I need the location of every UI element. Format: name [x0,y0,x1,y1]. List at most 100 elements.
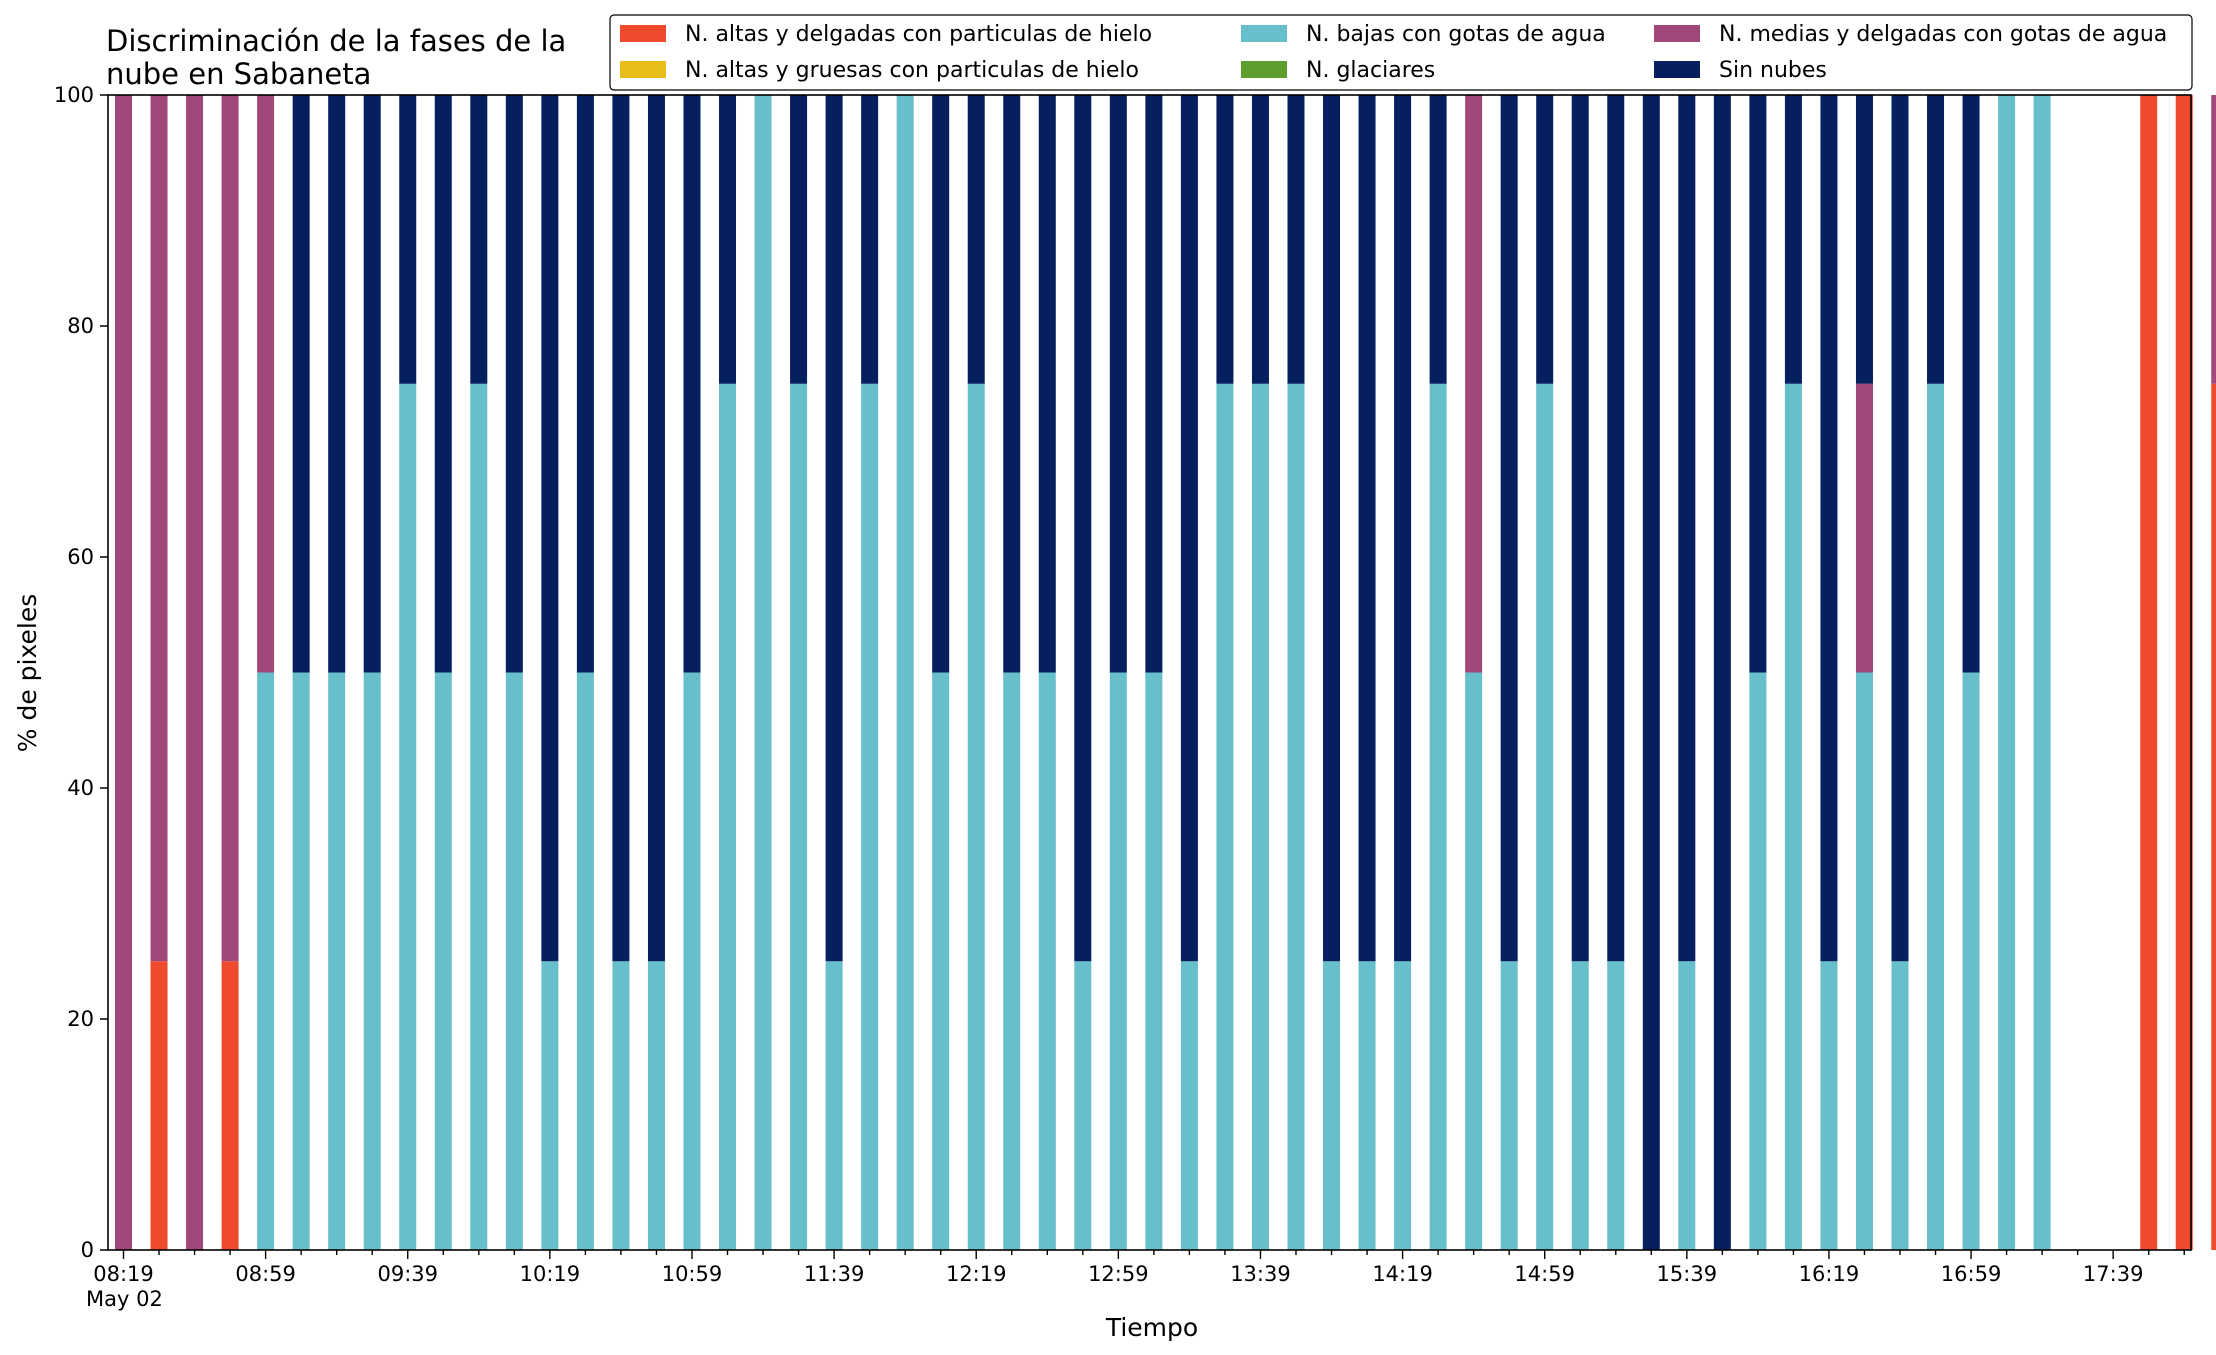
y-axis-title: % de pixeles [13,594,42,752]
bar-segment-sin_nubes-45 [1713,95,1731,1250]
bar-segment-medias-0 [115,95,132,1250]
bar-segment-bajas-33 [1287,383,1305,1250]
bar-segment-bajas-15 [647,961,665,1250]
bar-segment-bajas-4 [257,672,275,1250]
y-axis: 0 20 40 60 80 100 [54,83,108,1262]
bar-segment-bajas-21 [861,383,879,1250]
bar-segment-sin_nubes-7 [363,95,381,673]
bar-segment-bajas-42 [1607,961,1625,1250]
bar-segment-medias-4 [257,95,275,673]
legend-swatch-altas_gruesas [620,61,666,78]
bar-segment-bajas-12 [541,961,559,1250]
bar-segment-sin_nubes-8 [399,95,417,384]
bar-segment-medias-1 [150,95,168,962]
x-axis-title: Tiempo [1105,1313,1198,1342]
bar-segment-sin_nubes-6 [328,95,346,673]
bar-segment-bajas-54 [2033,95,2051,1250]
bar-segment-bajas-7 [363,672,381,1250]
x-date-label: May 02 [86,1287,163,1311]
bar-segment-bajas-25 [1003,672,1021,1250]
bar-segment-bajas-13 [576,672,594,1250]
bar-segment-medias-3 [221,95,239,962]
bar-segment-sin_nubes-49 [1855,95,1873,384]
bar-segment-sin_nubes-5 [292,95,310,673]
x-tick-label: 10:59 [662,1262,723,1286]
bar-segment-sin_nubes-37 [1429,95,1447,384]
x-tick-label: 09:39 [377,1262,438,1286]
x-tick-label: 13:39 [1230,1262,1291,1286]
bar-segment-sin_nubes-24 [967,95,985,384]
bar-segment-bajas-16 [683,672,701,1250]
bar-segment-bajas-38 [1465,672,1483,1250]
bar-segment-bajas-36 [1394,961,1412,1250]
bar-segment-bajas-41 [1571,961,1589,1250]
bar-segment-bajas-31 [1216,383,1234,1250]
legend: N. altas y delgadas con particulas de hi… [609,14,2193,91]
legend-label-altas_gruesas: N. altas y gruesas con particulas de hie… [685,58,1139,83]
bar-segment-bajas-46 [1749,672,1767,1250]
bar-segment-sin_nubes-20 [825,95,843,962]
bar-segment-bajas-32 [1251,383,1269,1250]
x-tick-label: 12:59 [1088,1262,1149,1286]
bar-segment-sin_nubes-41 [1571,95,1589,962]
bar-segment-sin_nubes-39 [1500,95,1518,962]
bar-segment-sin_nubes-23 [932,95,950,673]
bar-segment-sin_nubes-46 [1749,95,1767,673]
bar-segment-bajas-18 [754,95,772,1250]
bar-segment-sin_nubes-9 [434,95,452,673]
x-axis: 08:19 08:59 09:39 10:19 10:59 11:39 12:19 12:59… [93,1250,2185,1286]
bar-segment-medias-59 [2211,95,2216,384]
bar-segment-bajas-27 [1074,961,1092,1250]
legend-label-altas_delgadas: N. altas y delgadas con particulas de hi… [685,22,1152,47]
x-tick-label: 14:59 [1514,1262,1575,1286]
bar-segment-sin_nubes-31 [1216,95,1234,384]
bar-segment-bajas-19 [790,383,808,1250]
x-tick-label: 11:39 [804,1262,865,1286]
bar-segment-sin_nubes-32 [1251,95,1269,384]
bar-segment-sin_nubes-29 [1145,95,1163,673]
x-tick-label: 15:39 [1657,1262,1718,1286]
x-tick-label: 08:19 [93,1262,154,1286]
y-tick-label: 0 [81,1238,94,1262]
legend-label-sin_nubes: Sin nubes [1719,58,1827,83]
bar-segment-sin_nubes-52 [1962,95,1980,673]
bar-segment-bajas-10 [470,383,488,1250]
bar-segment-sin_nubes-27 [1074,95,1092,962]
bar-segment-bajas-40 [1536,383,1554,1250]
y-tick-label: 60 [67,545,94,569]
bar-segment-bajas-53 [1998,95,2016,1250]
bar-segment-bajas-6 [328,672,346,1250]
bar-segment-sin_nubes-17 [719,95,737,384]
legend-swatch-glaciares [1241,61,1287,78]
bar-segment-bajas-26 [1038,672,1056,1250]
bar-segment-sin_nubes-36 [1394,95,1412,962]
bar-segment-sin_nubes-30 [1180,95,1198,962]
bar-segment-bajas-5 [292,672,310,1250]
bar-segment-bajas-28 [1109,672,1127,1250]
bars-group [115,95,2216,1250]
bar-segment-sin_nubes-19 [790,95,808,384]
bar-segment-bajas-17 [719,383,737,1250]
bar-segment-sin_nubes-33 [1287,95,1305,384]
bar-segment-bajas-14 [612,961,630,1250]
bar-segment-altas_delgadas-1 [150,961,168,1250]
bar-segment-medias-49 [1855,383,1873,673]
bar-segment-bajas-11 [505,672,523,1250]
bar-segment-sin_nubes-35 [1358,95,1376,962]
bar-segment-sin_nubes-50 [1891,95,1909,962]
legend-swatch-bajas [1241,25,1287,42]
bar-segment-altas_delgadas-3 [221,961,239,1250]
x-tick-label: 16:59 [1941,1262,2002,1286]
bar-segment-bajas-47 [1784,383,1802,1250]
y-tick-label: 100 [54,83,94,107]
bar-segment-altas_delgadas-58 [2175,95,2193,1250]
legend-label-medias: N. medias y delgadas con gotas de agua [1719,22,2167,47]
bar-segment-sin_nubes-44 [1678,95,1696,962]
chart-title-line2: nube en Sabaneta [106,57,371,91]
legend-label-glaciares: N. glaciares [1306,58,1435,83]
x-tick-label: 10:19 [520,1262,581,1286]
legend-label-bajas: N. bajas con gotas de agua [1306,22,1606,47]
bar-segment-sin_nubes-43 [1642,95,1660,1250]
bar-segment-bajas-37 [1429,383,1447,1250]
